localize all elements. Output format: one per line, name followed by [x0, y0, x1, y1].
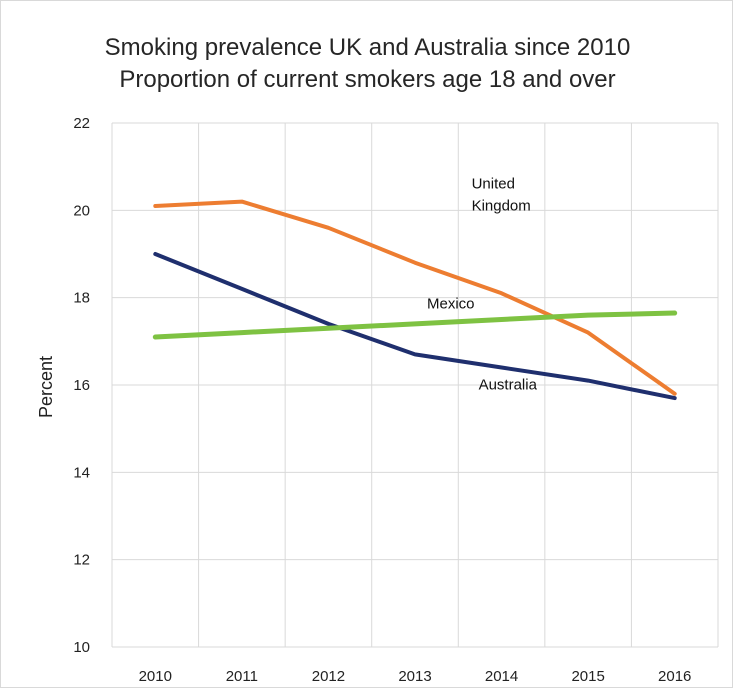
x-tick-label: 2012	[312, 668, 345, 685]
x-tick-label: 2010	[139, 668, 172, 685]
series-label: United Kingdom	[472, 176, 531, 215]
y-tick-label: 12	[73, 552, 90, 569]
series-label-line: United	[472, 176, 515, 193]
series-label: Australia	[479, 376, 538, 393]
series-line	[153, 199, 677, 396]
y-tick-label: 18	[73, 290, 90, 307]
chart-title-block: Smoking prevalence UK and Australia sinc…	[0, 32, 735, 96]
series-line	[153, 252, 677, 401]
y-tick-label: 10	[73, 639, 90, 656]
x-tick-label: 2013	[398, 668, 431, 685]
chart-title: Smoking prevalence UK and Australia sinc…	[104, 34, 631, 61]
x-tick-label: 2016	[658, 668, 691, 685]
y-tick-label: 22	[73, 115, 90, 132]
y-tick-label: 14	[73, 464, 90, 481]
x-tick-label: 2014	[485, 668, 518, 685]
series-label: Mexico	[427, 296, 475, 313]
chart-subtitle: Proportion of current smokers age 18 and…	[119, 66, 616, 93]
series-line	[152, 310, 678, 340]
y-axis-label: Percent	[36, 356, 56, 418]
series-label-line: Mexico	[427, 296, 475, 313]
series-label-line: Kingdom	[472, 198, 531, 215]
x-tick-label: 2015	[571, 668, 604, 685]
y-tick-label: 16	[73, 377, 90, 394]
series-label-line: Australia	[479, 376, 538, 393]
x-tick-label: 2011	[226, 668, 258, 685]
y-tick-label: 20	[73, 202, 90, 219]
